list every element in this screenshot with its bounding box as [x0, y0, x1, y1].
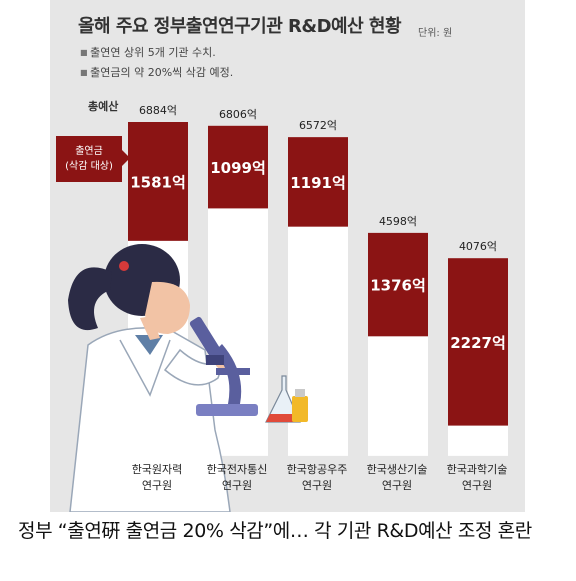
contribution-legend-label: 출연금 [75, 146, 103, 157]
contribution-bar-1 [208, 125, 268, 209]
category-label-3: 한국생산기술 연구원 [366, 463, 428, 492]
contribution-bar-2 [288, 137, 348, 227]
total-value-label-2: 6572억 [299, 119, 337, 132]
note-1: 출연연 상위 5개 기관 수치. [80, 44, 216, 60]
article-caption: 정부 “출연硏 출연금 20% 삭감”에… 각 기관 R&D예산 조정 혼란 [18, 520, 532, 542]
note-2: 출연금의 약 20%씩 삭감 예정. [80, 64, 233, 80]
contribution-value-label-3: 1376억 [370, 277, 426, 295]
total-budget-label: 총예산 [88, 100, 119, 113]
category-label-1: 한국전자통신 연구원 [206, 463, 268, 492]
total-value-label-3: 4598억 [379, 215, 417, 228]
category-label-0: 한국원자력 연구원 [131, 463, 183, 492]
contribution-value-label-0: 1581억 [130, 173, 186, 191]
contribution-value-label-4: 2227억 [450, 334, 506, 352]
category-label-2: 한국항공우주 연구원 [286, 463, 348, 492]
contribution-bar-4 [448, 258, 508, 426]
total-value-label-1: 6806억 [219, 108, 257, 121]
contribution-bar-0 [128, 122, 188, 241]
total-value-label-4: 4076억 [459, 240, 497, 253]
legend-arrow [122, 150, 130, 166]
unit-label: 단위: 원 [418, 28, 453, 39]
chart-title: 올해 주요 정부출연연구기관 R&D예산 현황 [78, 16, 402, 37]
contribution-value-label-2: 1191억 [290, 174, 346, 192]
contribution-value-label-1: 1099억 [210, 159, 266, 177]
category-label-4: 한국과학기술 연구원 [446, 463, 508, 492]
contribution-legend-sublabel: (삭감 대상) [65, 161, 113, 172]
contribution-legend: 출연금 (삭감 대상) [56, 136, 122, 182]
total-value-label-0: 6884억 [139, 104, 177, 117]
contribution-bar-3 [368, 232, 428, 337]
scientist-illustration [68, 244, 308, 512]
